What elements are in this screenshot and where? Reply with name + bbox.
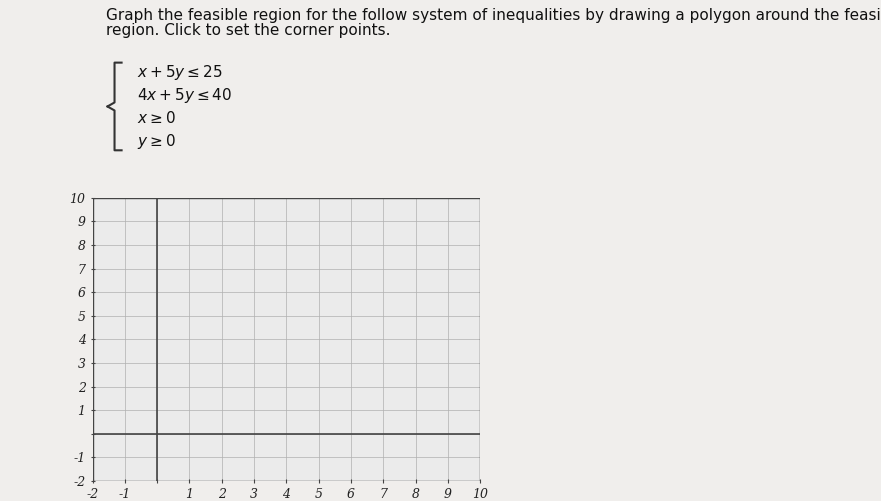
Text: region. Click to set the corner points.: region. Click to set the corner points.	[106, 23, 390, 38]
Text: $y \geq 0$: $y \geq 0$	[137, 132, 175, 151]
Text: $x \geq 0$: $x \geq 0$	[137, 110, 175, 126]
Text: $4x + 5y \leq 40$: $4x + 5y \leq 40$	[137, 86, 232, 105]
Text: Graph the feasible region for the follow system of inequalities by drawing a pol: Graph the feasible region for the follow…	[106, 8, 881, 23]
Text: $x + 5y \leq 25$: $x + 5y \leq 25$	[137, 63, 222, 82]
